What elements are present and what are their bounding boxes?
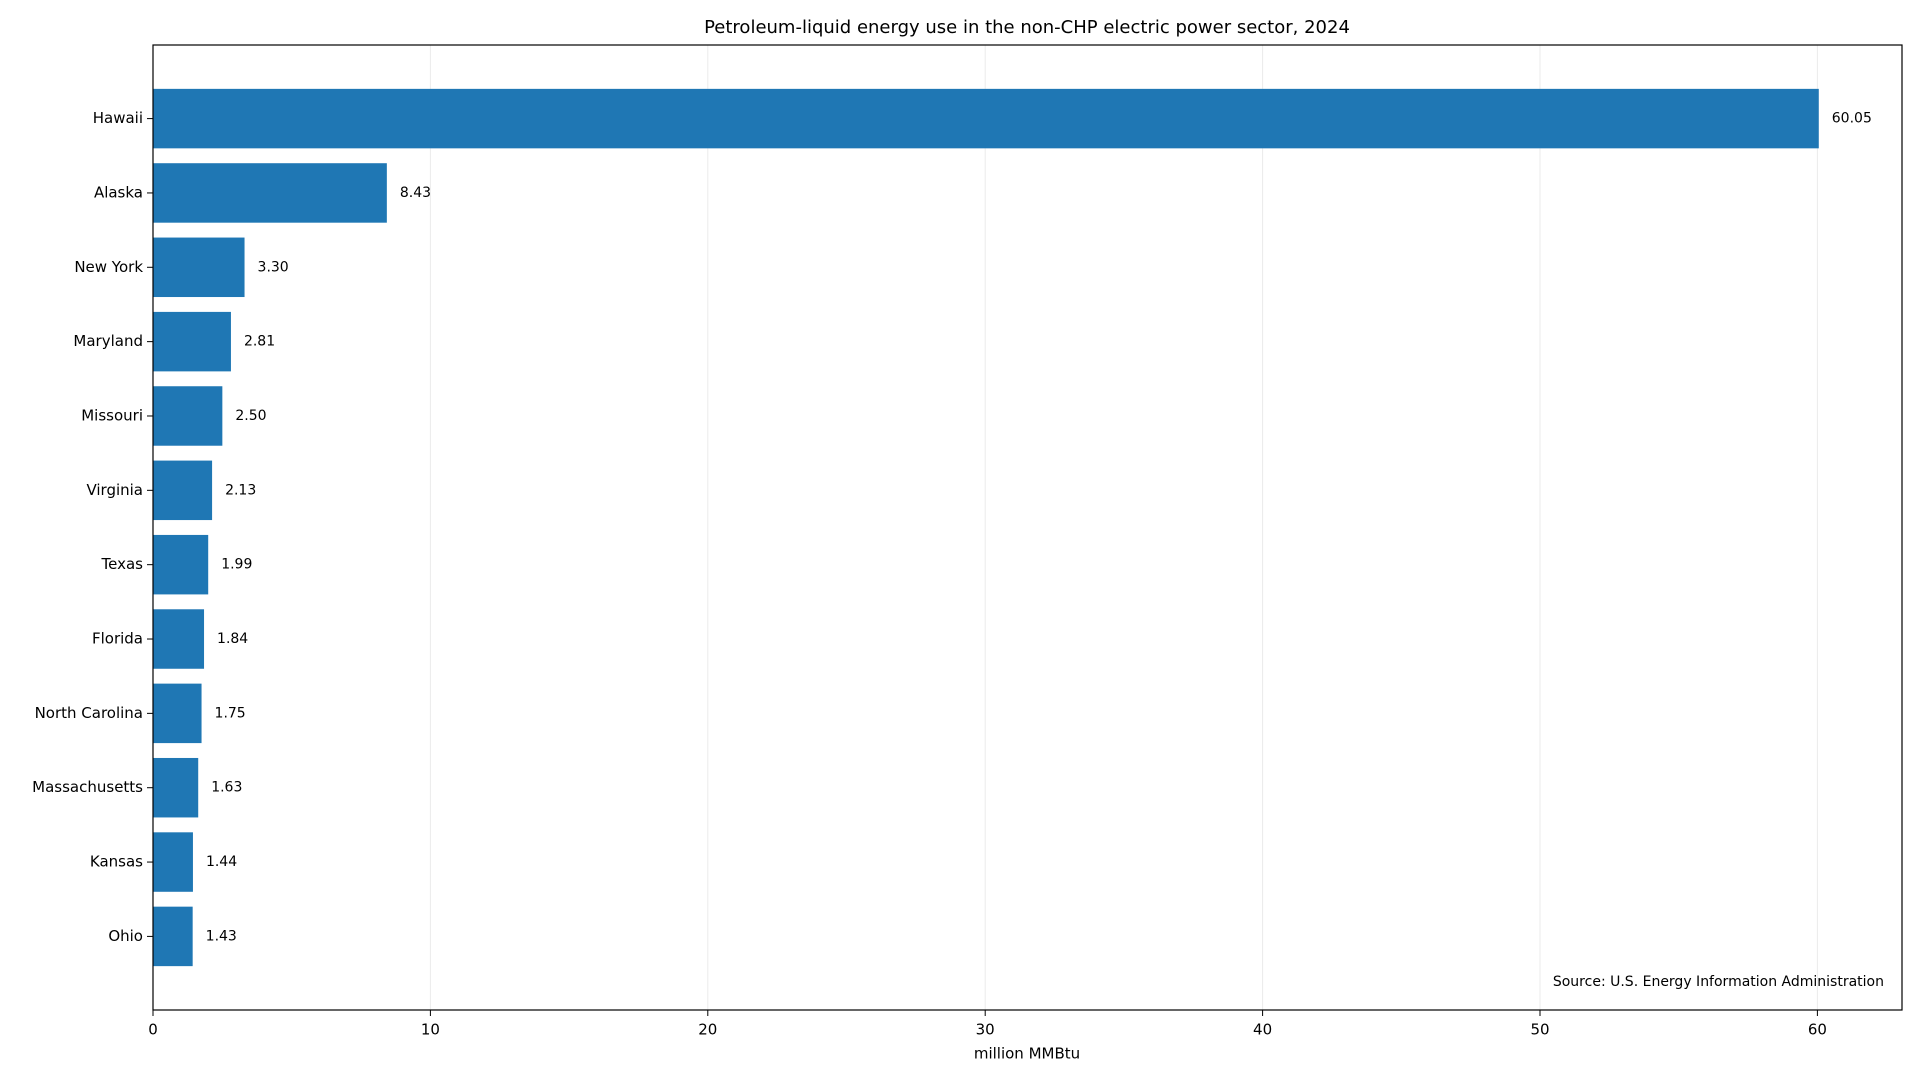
x-tick-label: 20 bbox=[698, 1021, 717, 1039]
y-tick-label: North Carolina bbox=[35, 704, 143, 722]
bar bbox=[153, 460, 213, 521]
bar bbox=[153, 609, 205, 669]
source-annotation: Source: U.S. Energy Information Administ… bbox=[1553, 974, 1884, 990]
y-tick-label: Maryland bbox=[73, 332, 143, 350]
value-label: 8.43 bbox=[400, 185, 431, 201]
value-label: 1.63 bbox=[211, 780, 242, 796]
chart-title: Petroleum-liquid energy use in the non-C… bbox=[704, 17, 1350, 38]
y-tick-label: Ohio bbox=[108, 927, 143, 945]
y-tick-label: Kansas bbox=[90, 853, 143, 871]
bar bbox=[153, 757, 199, 818]
y-tick-label: Texas bbox=[101, 555, 144, 573]
bar bbox=[153, 832, 193, 892]
plot-frame bbox=[152, 44, 1903, 1011]
y-tick-label: Florida bbox=[92, 630, 143, 648]
value-label: 2.81 bbox=[244, 334, 275, 350]
value-label: 1.84 bbox=[217, 631, 248, 647]
value-label: 1.43 bbox=[206, 928, 237, 944]
value-label: 60.05 bbox=[1832, 111, 1872, 127]
x-tick-label: 10 bbox=[421, 1021, 440, 1039]
bar bbox=[153, 386, 223, 446]
value-label: 2.13 bbox=[225, 482, 256, 498]
bar bbox=[153, 237, 245, 298]
y-tick-label: New York bbox=[74, 258, 143, 276]
value-label: 2.50 bbox=[235, 408, 266, 424]
y-tick-label: Missouri bbox=[81, 406, 143, 424]
x-tick-label: 40 bbox=[1253, 1021, 1272, 1039]
y-tick-label: Alaska bbox=[94, 183, 143, 201]
y-tick-label: Virginia bbox=[86, 481, 143, 499]
bar bbox=[153, 88, 1819, 149]
value-label: 1.44 bbox=[206, 854, 237, 870]
x-tick-label: 60 bbox=[1808, 1021, 1827, 1039]
bar bbox=[153, 683, 202, 744]
y-tick-label: Massachusetts bbox=[32, 778, 143, 796]
x-axis-label: million MMBtu bbox=[974, 1045, 1080, 1063]
value-label: 1.75 bbox=[215, 705, 246, 721]
bar bbox=[153, 311, 231, 372]
bar bbox=[153, 906, 193, 967]
x-tick-label: 50 bbox=[1530, 1021, 1549, 1039]
value-label: 3.30 bbox=[258, 259, 289, 275]
bar bbox=[153, 163, 387, 223]
x-tick-label: 0 bbox=[148, 1021, 158, 1039]
x-tick-label: 30 bbox=[976, 1021, 995, 1039]
y-tick-label: Hawaii bbox=[93, 109, 143, 127]
bar bbox=[153, 534, 209, 595]
value-label: 1.99 bbox=[221, 557, 252, 573]
